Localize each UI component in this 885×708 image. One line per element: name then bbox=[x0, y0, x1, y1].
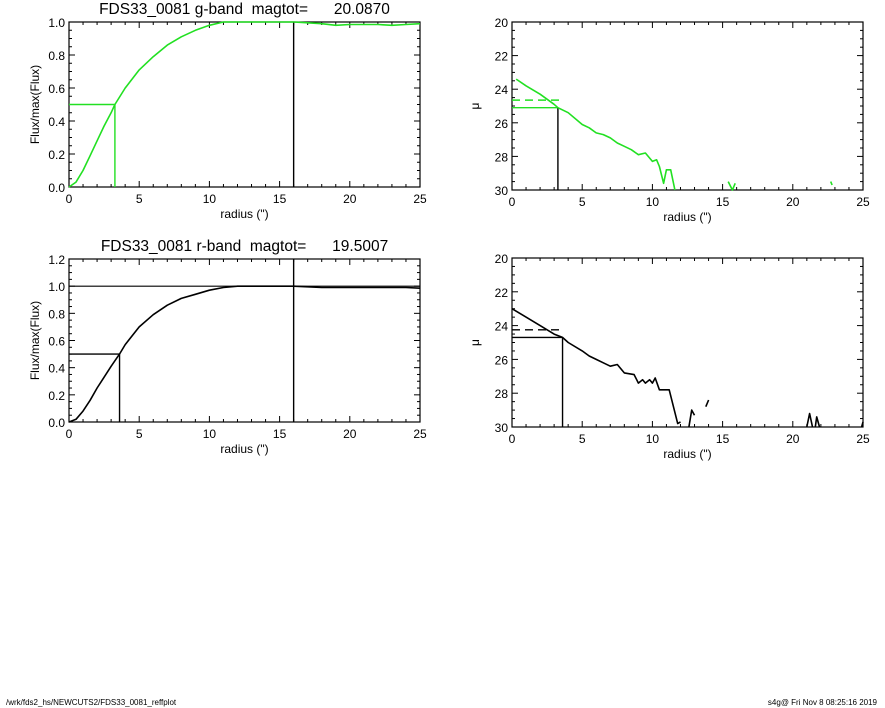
series-profile bbox=[515, 78, 676, 191]
y-tick-label: 26 bbox=[495, 117, 509, 131]
x-tick-label: 20 bbox=[343, 427, 357, 441]
x-tick-label: 15 bbox=[273, 427, 287, 441]
y-tick-label: 20 bbox=[495, 252, 509, 266]
x-tick-label: 10 bbox=[203, 427, 217, 441]
y-tick-label: 0.0 bbox=[48, 416, 65, 430]
series-profile-5 bbox=[814, 416, 821, 428]
x-tick-label: 15 bbox=[273, 192, 287, 206]
y-tick-label: 26 bbox=[495, 353, 509, 367]
y-tick-label: 24 bbox=[495, 320, 509, 334]
footer-timestamp: s4g@ Fri Nov 8 08:25:16 2019 bbox=[767, 698, 877, 707]
series-profile-4 bbox=[806, 412, 814, 428]
y-tick-label: 1.0 bbox=[48, 16, 65, 30]
y-tick-label: 20 bbox=[495, 16, 509, 30]
chart-title: FDS33_0081 r-band magtot= 19.5007 bbox=[101, 238, 388, 255]
y-tick-label: 0.2 bbox=[48, 389, 65, 403]
x-tick-label: 0 bbox=[509, 432, 516, 446]
x-tick-label: 0 bbox=[66, 192, 73, 206]
y-tick-label: 0.2 bbox=[48, 148, 65, 162]
y-tick-label: 0.0 bbox=[48, 181, 65, 195]
y-tick-label: 0.6 bbox=[48, 82, 65, 96]
series-profile bbox=[511, 308, 681, 425]
x-tick-label: 10 bbox=[646, 195, 660, 209]
x-tick-label: 25 bbox=[856, 432, 870, 446]
plot-frame bbox=[68, 21, 421, 188]
x-tick-label: 10 bbox=[203, 192, 217, 206]
chart-title: FDS33_0081 g-band magtot= 20.0870 bbox=[99, 1, 390, 18]
y-tick-label: 30 bbox=[495, 184, 509, 198]
x-tick-label: 25 bbox=[856, 195, 870, 209]
chart-panel-0: 0 5 10 15 20 25 0.0 0.2 0.4 0.6 0.8 1.0 radius (") Fl… bbox=[28, 1, 427, 221]
series-growth-curve bbox=[68, 21, 421, 188]
series-profile-2 bbox=[688, 409, 696, 428]
x-tick-label: 10 bbox=[646, 432, 660, 446]
y-tick-label: 0.6 bbox=[48, 335, 65, 349]
series-growth-curve bbox=[68, 285, 421, 423]
y-tick-label: 1.0 bbox=[48, 280, 65, 294]
y-axis-label: μ bbox=[468, 339, 482, 346]
x-tick-label: 20 bbox=[786, 432, 800, 446]
y-tick-label: 0.8 bbox=[48, 49, 65, 63]
chart-panel-2: 0 5 10 15 20 25 0.0 0.2 0.4 0.6 0.8 1.0 1.2 radius ("… bbox=[28, 238, 427, 456]
y-tick-label: 1.2 bbox=[48, 253, 65, 267]
plot-frame bbox=[511, 257, 864, 428]
x-tick-label: 0 bbox=[66, 427, 73, 441]
y-axis-label: Flux/max(Flux) bbox=[28, 65, 42, 144]
y-tick-label: 30 bbox=[495, 421, 509, 435]
y-tick-label: 0.4 bbox=[48, 115, 65, 129]
plot-frame bbox=[511, 21, 864, 191]
y-tick-label: 24 bbox=[495, 83, 509, 97]
x-tick-label: 5 bbox=[136, 427, 143, 441]
footer-path: /wrk/fds2_hs/NEWCUTS2/FDS33_0081_reffplo… bbox=[6, 698, 177, 707]
x-tick-label: 5 bbox=[579, 432, 586, 446]
x-tick-label: 5 bbox=[579, 195, 586, 209]
y-tick-label: 28 bbox=[495, 387, 509, 401]
x-tick-label: 15 bbox=[716, 432, 730, 446]
series-profile-2 bbox=[727, 181, 736, 191]
x-axis-label: radius (") bbox=[220, 442, 268, 456]
x-tick-label: 15 bbox=[716, 195, 730, 209]
x-tick-label: 0 bbox=[509, 195, 516, 209]
series-profile-3 bbox=[829, 181, 833, 186]
y-axis-label: Flux/max(Flux) bbox=[28, 301, 42, 380]
plot-frame bbox=[68, 258, 421, 423]
y-axis-label: μ bbox=[468, 102, 482, 109]
x-tick-label: 25 bbox=[413, 427, 427, 441]
series-profile-6 bbox=[860, 421, 864, 428]
x-tick-label: 25 bbox=[413, 192, 427, 206]
y-tick-label: 22 bbox=[495, 50, 509, 64]
x-axis-label: radius (") bbox=[663, 447, 711, 461]
chart-panel-1: 0 5 10 15 20 25 20 22 24 26 28 30 radius (") μ bbox=[468, 16, 870, 224]
y-tick-label: 0.8 bbox=[48, 307, 65, 321]
x-axis-label: radius (") bbox=[220, 207, 268, 221]
x-axis-label: radius (") bbox=[663, 210, 711, 224]
x-tick-label: 5 bbox=[136, 192, 143, 206]
x-tick-label: 20 bbox=[343, 192, 357, 206]
x-tick-label: 20 bbox=[786, 195, 800, 209]
y-tick-label: 22 bbox=[495, 286, 509, 300]
y-tick-label: 0.4 bbox=[48, 362, 65, 376]
y-tick-label: 28 bbox=[495, 150, 509, 164]
series-profile-3 bbox=[705, 399, 710, 408]
chart-panel-3: 0 5 10 15 20 25 20 22 24 26 28 30 radius (") μ bbox=[468, 252, 870, 461]
